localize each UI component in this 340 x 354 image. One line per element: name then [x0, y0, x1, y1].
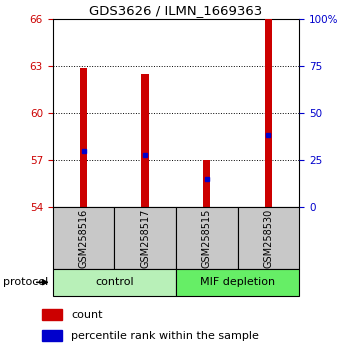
Bar	[238, 207, 299, 269]
Text: protocol: protocol	[3, 277, 49, 287]
Bar	[114, 207, 176, 269]
Text: percentile rank within the sample: percentile rank within the sample	[71, 331, 259, 341]
Text: MIF depletion: MIF depletion	[200, 277, 275, 287]
Bar	[203, 160, 210, 207]
Bar	[176, 269, 299, 296]
Bar	[176, 207, 238, 269]
Text: GSM258517: GSM258517	[140, 209, 150, 268]
Bar	[80, 68, 87, 207]
Title: GDS3626 / ILMN_1669363: GDS3626 / ILMN_1669363	[89, 4, 262, 17]
Bar	[265, 19, 272, 207]
Bar	[53, 269, 176, 296]
Text: GSM258530: GSM258530	[264, 209, 273, 268]
Bar	[53, 207, 114, 269]
Text: GSM258515: GSM258515	[202, 209, 212, 268]
Text: GSM258516: GSM258516	[79, 209, 88, 268]
Text: count: count	[71, 310, 103, 320]
Bar	[42, 330, 62, 341]
Bar	[42, 309, 62, 320]
Text: control: control	[95, 277, 134, 287]
Bar	[141, 74, 149, 207]
